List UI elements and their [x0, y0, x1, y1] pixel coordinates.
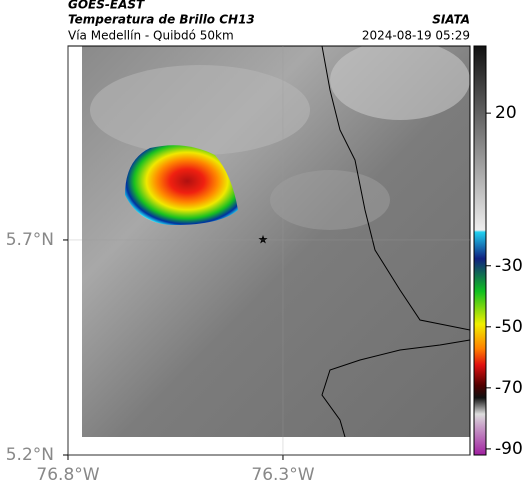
x-tick-label: 76.8°W: [36, 465, 99, 485]
colorbar-tick-label: 20: [495, 103, 517, 123]
imagery: [82, 46, 470, 437]
location-star: ★: [258, 233, 269, 247]
x-tick-label: 76.3°W: [251, 465, 314, 485]
colorbar-tick-label: -50: [495, 317, 523, 337]
source: SIATA: [432, 13, 470, 27]
product: Temperatura de Brillo CH13: [68, 13, 255, 27]
y-tick-label: 5.7°N: [6, 230, 54, 250]
region: Vía Medellín - Quibdó 50km: [68, 29, 234, 43]
y-tick-label: 5.2°N: [6, 445, 54, 465]
colorbar-tick-label: -90: [495, 439, 523, 459]
datetime: 2024-08-19 05:29: [362, 29, 470, 43]
colorbar: [473, 45, 487, 456]
satellite: GOES-EAST: [68, 0, 145, 12]
colorbar-tick-label: -30: [495, 256, 523, 276]
colorbar-tick-label: -70: [495, 378, 523, 398]
